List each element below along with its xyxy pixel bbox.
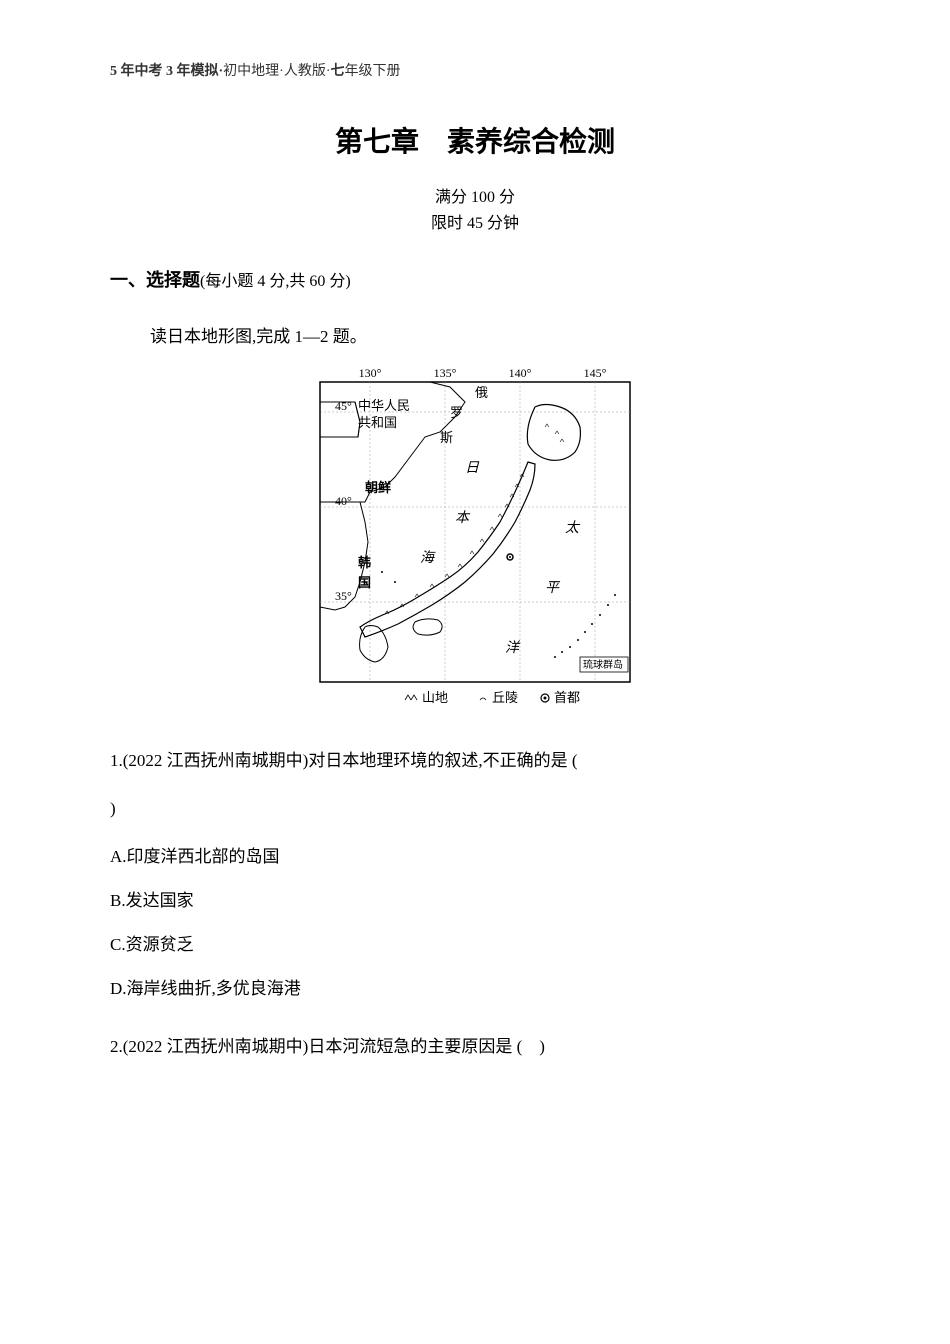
question-2-text: 2.(2022 江西抚州南城期中)日本河流短急的主要原因是 ( [110, 1037, 522, 1056]
chapter-title: 第七章 素养综合检测 [110, 120, 840, 160]
russia-label-1: 俄 [475, 385, 488, 400]
ryukyu-label: 琉球群岛 [583, 658, 623, 671]
section-name: 选择题 [146, 270, 200, 290]
lat-40: 40° [335, 494, 352, 508]
pacific-t: 太 [565, 520, 581, 536]
map-container: 130° 135° 140° 145° 45° 40° 35° 中华人民 共和国… [110, 362, 840, 717]
korea-n-label: 朝鲜 [365, 480, 391, 495]
pacific-p: 平 [545, 581, 561, 596]
header-prefix: 5 年中考 3 年模拟· [110, 64, 223, 79]
china-label-1: 中华人民 [358, 398, 410, 413]
full-score: 满分 100 分 [110, 185, 840, 211]
question-1-text: 1.(2022 江西抚州南城期中)对日本地理环境的叙述,不正确的是 ( [110, 751, 577, 770]
option-1d: D.海岸线曲折,多优良海港 [110, 969, 840, 1008]
china-label-2: 共和国 [358, 415, 397, 430]
japan-sea-b: 本 [455, 510, 471, 526]
question-1-closing: ) [110, 790, 840, 827]
section-subtitle: (每小题 4 分,共 60 分) [200, 273, 351, 290]
legend-hill: 丘陵 [492, 690, 518, 705]
question-2-closing: ) [539, 1037, 545, 1056]
section-title: 一、选择题(每小题 4 分,共 60 分) [110, 266, 840, 292]
time-limit: 限时 45 分钟 [110, 211, 840, 237]
lat-45: 45° [335, 399, 352, 413]
score-info: 满分 100 分 限时 45 分钟 [110, 185, 840, 236]
legend-mountain: 山地 [422, 690, 448, 705]
map-legend: 山地 丘陵 首都 [405, 690, 580, 705]
header-suffix: 七 [331, 64, 345, 79]
russia-label-3: 斯 [440, 430, 453, 445]
japan-sea-h: 海 [420, 550, 436, 566]
legend-capital: 首都 [554, 690, 580, 705]
japan-sea-j: 日 [465, 461, 480, 476]
header-end: 年级下册 [345, 64, 401, 79]
option-1c: C.资源贫乏 [110, 925, 840, 964]
page-header: 5 年中考 3 年模拟·初中地理·人教版·七年级下册 [110, 60, 840, 80]
pacific-o: 洋 [505, 640, 521, 656]
reading-instruction: 读日本地形图,完成 1—2 题。 [150, 322, 840, 347]
header-middle: 初中地理·人教版· [223, 64, 330, 79]
lon-145: 145° [584, 366, 607, 380]
option-1a: A.印度洋西北部的岛国 [110, 837, 840, 876]
lon-130: 130° [359, 366, 382, 380]
question-2: 2.(2022 江西抚州南城期中)日本河流短急的主要原因是 ( ) [110, 1028, 840, 1065]
japan-map: 130° 135° 140° 145° 45° 40° 35° 中华人民 共和国… [310, 362, 640, 712]
option-1b: B.发达国家 [110, 881, 840, 920]
section-number: 一、 [110, 270, 146, 290]
lat-35: 35° [335, 589, 352, 603]
lon-135: 135° [434, 366, 457, 380]
question-1: 1.(2022 江西抚州南城期中)对日本地理环境的叙述,不正确的是 ( [110, 742, 840, 779]
lon-140: 140° [509, 366, 532, 380]
